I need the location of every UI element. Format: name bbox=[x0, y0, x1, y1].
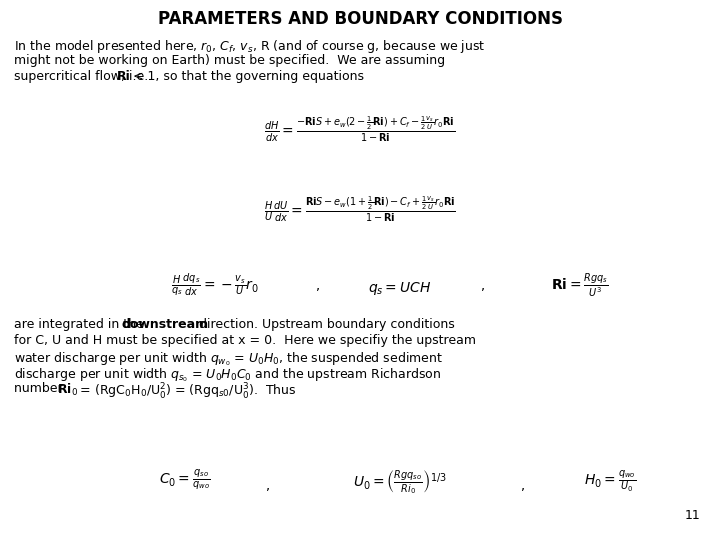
Text: $H_0 = \frac{q_{wo}}{U_0}$: $H_0 = \frac{q_{wo}}{U_0}$ bbox=[584, 468, 636, 494]
Text: discharge per unit width $q_{s_0}$ = $U_0H_0C_0$ and the upstream Richardson: discharge per unit width $q_{s_0}$ = $U_… bbox=[14, 366, 441, 383]
Text: for C, U and H must be specified at x = 0.  Here we specifiy the upstream: for C, U and H must be specified at x = … bbox=[14, 334, 476, 347]
Text: $C_0 = \frac{q_{so}}{q_{wo}}$: $C_0 = \frac{q_{so}}{q_{wo}}$ bbox=[159, 468, 211, 492]
Text: 11: 11 bbox=[684, 509, 700, 522]
Text: ,: , bbox=[480, 280, 484, 293]
Text: number: number bbox=[14, 382, 67, 395]
Text: are integrated in the: are integrated in the bbox=[14, 318, 148, 331]
Text: supercritical flow, i.e.: supercritical flow, i.e. bbox=[14, 70, 152, 83]
Text: In the model presented here, $r_0$, $C_f$, $v_s$, R (and of course g, because we: In the model presented here, $r_0$, $C_f… bbox=[14, 38, 485, 55]
Text: $\frac{H}{U}\frac{dU}{dx} = \frac{\mathbf{Ri}S - e_w(1 + \frac{1}{2}\mathbf{Ri}): $\frac{H}{U}\frac{dU}{dx} = \frac{\mathb… bbox=[264, 195, 456, 224]
Text: Ri: Ri bbox=[117, 70, 131, 83]
Text: ,: , bbox=[265, 480, 269, 493]
Text: ,: , bbox=[315, 280, 319, 293]
Text: $\mathbf{Ri} = \frac{Rgq_s}{U^3}$: $\mathbf{Ri} = \frac{Rgq_s}{U^3}$ bbox=[552, 272, 608, 300]
Text: downstream: downstream bbox=[121, 318, 208, 331]
Text: $\frac{dH}{dx} = \frac{-\mathbf{Ri}S + e_w(2 - \frac{1}{2}\mathbf{Ri}) + C_f - \: $\frac{dH}{dx} = \frac{-\mathbf{Ri}S + e… bbox=[264, 115, 456, 144]
Text: $\mathbf{Ri}_0$: $\mathbf{Ri}_0$ bbox=[57, 382, 78, 398]
Text: direction. Upstream boundary conditions: direction. Upstream boundary conditions bbox=[195, 318, 455, 331]
Text: might not be working on Earth) must be specified.  We are assuming: might not be working on Earth) must be s… bbox=[14, 54, 445, 67]
Text: < 1, so that the governing equations: < 1, so that the governing equations bbox=[129, 70, 364, 83]
Text: water discharge per unit width $q_{w_0}$ = $U_0H_0$, the suspended sediment: water discharge per unit width $q_{w_0}$… bbox=[14, 350, 443, 368]
Text: $U_0 = \left(\frac{Rgq_{so}}{Ri_0}\right)^{1/3}$: $U_0 = \left(\frac{Rgq_{so}}{Ri_0}\right… bbox=[353, 468, 447, 497]
Text: = (RgC$_0$H$_0$/U$_0^2$) = (Rgq$_{s0}$/U$_0^3$).  Thus: = (RgC$_0$H$_0$/U$_0^2$) = (Rgq$_{s0}$/U… bbox=[76, 382, 297, 402]
Text: PARAMETERS AND BOUNDARY CONDITIONS: PARAMETERS AND BOUNDARY CONDITIONS bbox=[158, 10, 562, 28]
Text: $q_s = UCH$: $q_s = UCH$ bbox=[369, 280, 431, 297]
Text: ,: , bbox=[520, 480, 524, 493]
Text: $\frac{H}{q_s}\frac{dq_s}{dx} = -\frac{v_s}{U}r_0$: $\frac{H}{q_s}\frac{dq_s}{dx} = -\frac{v… bbox=[171, 272, 259, 299]
